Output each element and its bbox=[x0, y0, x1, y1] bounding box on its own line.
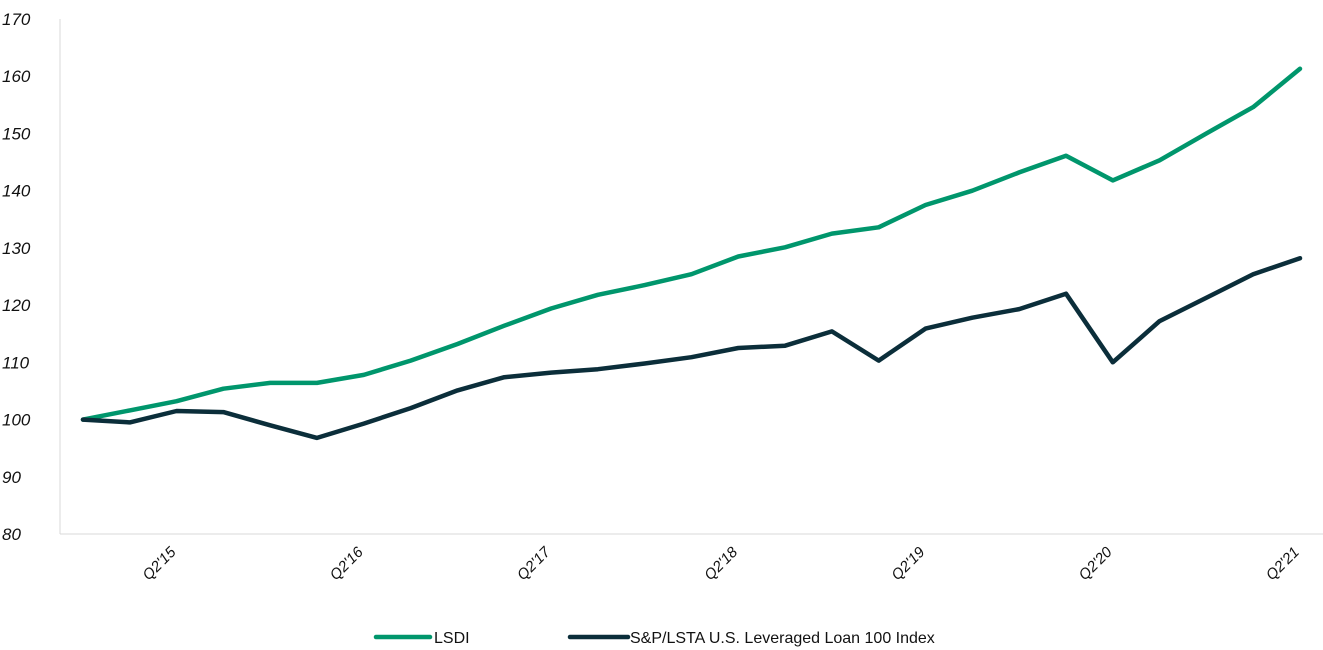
y-tick-label: 130 bbox=[2, 239, 31, 258]
x-tick-label: Q2'20 bbox=[1076, 543, 1116, 583]
axes bbox=[59, 19, 1323, 535]
y-tick-label: 110 bbox=[2, 353, 30, 372]
y-tick-label: 170 bbox=[2, 10, 31, 29]
x-tick-label: Q2'16 bbox=[327, 543, 367, 583]
y-tick-label: 120 bbox=[2, 296, 31, 315]
y-tick-label: 100 bbox=[2, 411, 31, 430]
series-line-1 bbox=[80, 255, 1303, 441]
y-axis-ticks: 80 90 100 110 120 130 140 150 160 170 bbox=[2, 10, 31, 544]
y-tick-label: 80 bbox=[2, 525, 21, 544]
y-tick-label: 90 bbox=[2, 468, 21, 487]
legend-label-1: S&P/LSTA U.S. Leveraged Loan 100 Index bbox=[630, 630, 935, 647]
y-tick-label: 140 bbox=[2, 182, 31, 201]
x-axis-ticks: Q2'15 Q2'16 Q2'17 Q2'18 Q2'19 Q2'20 Q2'21 bbox=[139, 543, 1302, 583]
x-tick-label: Q2'21 bbox=[1263, 544, 1303, 584]
series-lines bbox=[80, 66, 1303, 441]
legend-label-0: LSDI bbox=[434, 630, 470, 647]
x-tick-label: Q2'15 bbox=[139, 543, 179, 583]
series-line-0 bbox=[80, 66, 1303, 422]
legend: LSDI S&P/LSTA U.S. Leveraged Loan 100 Ind… bbox=[373, 630, 935, 647]
x-tick-label: Q2'19 bbox=[888, 543, 928, 583]
x-tick-label: Q2'17 bbox=[514, 543, 554, 583]
x-tick-label: Q2'18 bbox=[701, 543, 741, 583]
y-tick-label: 150 bbox=[2, 124, 31, 143]
y-tick-label: 160 bbox=[2, 67, 31, 86]
